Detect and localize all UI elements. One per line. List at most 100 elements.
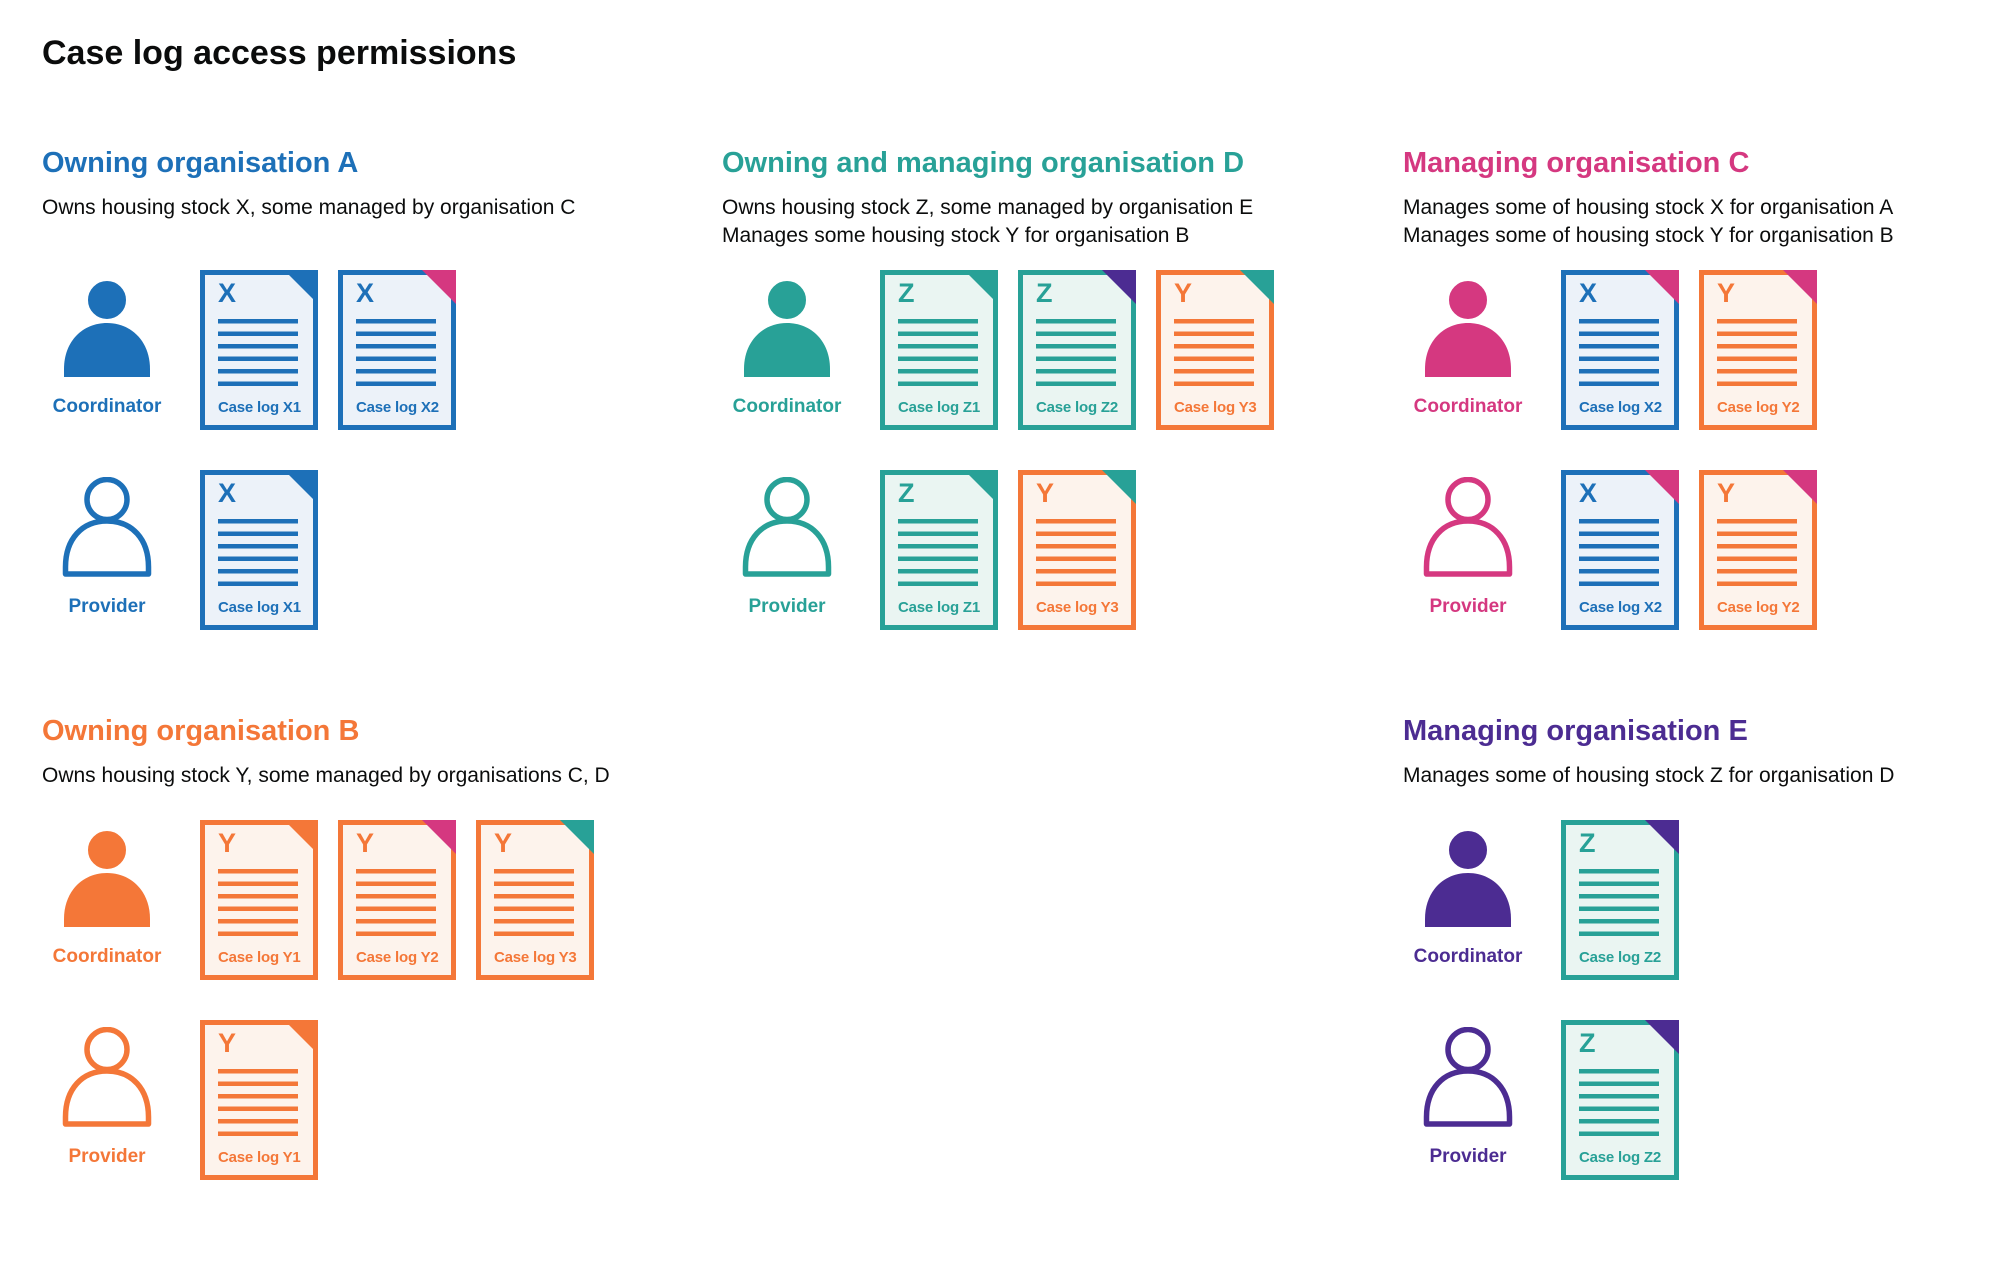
document-text-lines [1579,1069,1659,1136]
case-log-documents: Y Case log Y1 Y Case log Y2 Y Case log Y… [200,820,594,980]
document-label: Case log Y1 [218,949,301,966]
document-label: Case log Y1 [218,1149,301,1166]
coordinator-row: Coordinator Z Case log Z1 Z Case log Z2 … [722,270,1274,430]
person-cell: Coordinator [42,270,172,430]
document-text-lines [218,519,298,586]
document-text-lines [218,319,298,386]
folded-corner-icon [422,820,456,854]
section-heading: Owning organisation A [42,147,359,179]
person-outline-icon [62,477,152,577]
folded-corner-icon [1645,820,1679,854]
coordinator-row: Coordinator X Case log X1 X Case log X2 [42,270,456,430]
document-stock-letter: Z [1579,828,1596,858]
document-stock-letter: Y [218,828,237,858]
role-label: Provider [1429,1146,1507,1167]
document-text-lines [1717,319,1797,386]
role-label: Provider [68,596,146,617]
role-label: Provider [748,596,826,617]
section-org-d: Owning and managing organisation D Owns … [722,147,1274,630]
folded-corner-icon [284,820,318,854]
document-text-lines [218,869,298,936]
document-label: Case log X2 [356,399,439,416]
coordinator-row: Coordinator X Case log X2 Y Case log Y2 [1403,270,1817,430]
person-cell: Provider [1403,1020,1533,1180]
case-log-document: Y Case log Y3 [476,820,594,980]
document-stock-letter: Y [494,828,513,858]
section-org-a: Owning organisation A Owns housing stock… [42,147,575,630]
role-label: Coordinator [52,396,162,417]
document-stock-letter: Y [1036,478,1055,508]
person-cell: Coordinator [1403,270,1533,430]
case-log-document: Z Case log Z2 [1561,820,1679,980]
document-stock-letter: Z [898,478,915,508]
document-text-lines [898,519,978,586]
case-log-document: X Case log X2 [338,270,456,430]
section-heading: Managing organisation E [1403,715,1748,747]
folded-corner-icon [1102,270,1136,304]
person-cell: Coordinator [42,820,172,980]
section-description: Owns housing stock X, some managed by or… [42,194,575,222]
person-filled-icon [64,277,150,377]
document-stock-letter: X [1579,278,1598,308]
document-stock-letter: X [218,478,237,508]
document-text-lines [1036,519,1116,586]
case-log-document: Y Case log Y2 [1699,270,1817,430]
folded-corner-icon [560,820,594,854]
case-log-documents: Z Case log Z1 Z Case log Z2 Y Case log Y… [880,270,1274,430]
document-label: Case log Y3 [1174,399,1257,416]
folded-corner-icon [964,470,998,504]
section-description-line: Manages some of housing stock Z for orga… [1403,764,1895,787]
folded-corner-icon [1783,470,1817,504]
document-text-lines [356,319,436,386]
provider-row: Provider X Case log X1 [42,470,318,630]
folded-corner-icon [284,270,318,304]
folded-corner-icon [1783,270,1817,304]
document-stock-letter: X [356,278,375,308]
document-stock-letter: Y [1174,278,1193,308]
section-org-c: Managing organisation C Manages some of … [1403,147,1894,630]
section-description: Manages some of housing stock Z for orga… [1403,762,1894,790]
case-log-document: X Case log X2 [1561,270,1679,430]
document-label: Case log X1 [218,399,301,416]
document-stock-letter: X [1579,478,1598,508]
case-log-documents: X Case log X1 [200,470,318,630]
section-description-line: Owns housing stock Y, some managed by or… [42,764,610,787]
case-log-document: Y Case log Y1 [200,1020,318,1180]
document-stock-letter: Y [356,828,375,858]
person-cell: Provider [1403,470,1533,630]
document-text-lines [1579,869,1659,936]
document-label: Case log Y3 [1036,599,1119,616]
document-text-lines [494,869,574,936]
document-label: Case log Z1 [898,399,980,416]
document-label: Case log Y2 [1717,599,1800,616]
document-label: Case log X1 [218,599,301,616]
document-stock-letter: Z [1579,1028,1596,1058]
case-log-documents: X Case log X1 X Case log X2 [200,270,456,430]
document-stock-letter: Y [1717,278,1736,308]
document-text-lines [218,1069,298,1136]
section-description-line: Manages some of housing stock X for orga… [1403,196,1894,219]
document-label: Case log Z1 [898,599,980,616]
case-log-document: Y Case log Y3 [1156,270,1274,430]
document-stock-letter: X [218,278,237,308]
person-outline-icon [742,477,832,577]
document-stock-letter: Y [1717,478,1736,508]
section-heading: Owning and managing organisation D [722,147,1245,179]
folded-corner-icon [1645,470,1679,504]
provider-row: Provider Y Case log Y1 [42,1020,318,1180]
folded-corner-icon [1102,470,1136,504]
section-description: Manages some of housing stock X for orga… [1403,194,1894,250]
person-cell: Provider [42,470,172,630]
case-log-documents: Z Case log Z2 [1561,820,1679,980]
person-cell: Provider [42,1020,172,1180]
role-label: Coordinator [732,396,842,417]
document-text-lines [1036,319,1116,386]
document-text-lines [1579,319,1659,386]
section-description-line: Manages some housing stock Y for organis… [722,224,1190,247]
coordinator-row: Coordinator Z Case log Z2 [1403,820,1679,980]
section-description-line: Owns housing stock Z, some managed by or… [722,196,1254,219]
provider-row: Provider X Case log X2 Y Case log Y2 [1403,470,1817,630]
document-stock-letter: Z [898,278,915,308]
document-label: Case log X2 [1579,599,1662,616]
